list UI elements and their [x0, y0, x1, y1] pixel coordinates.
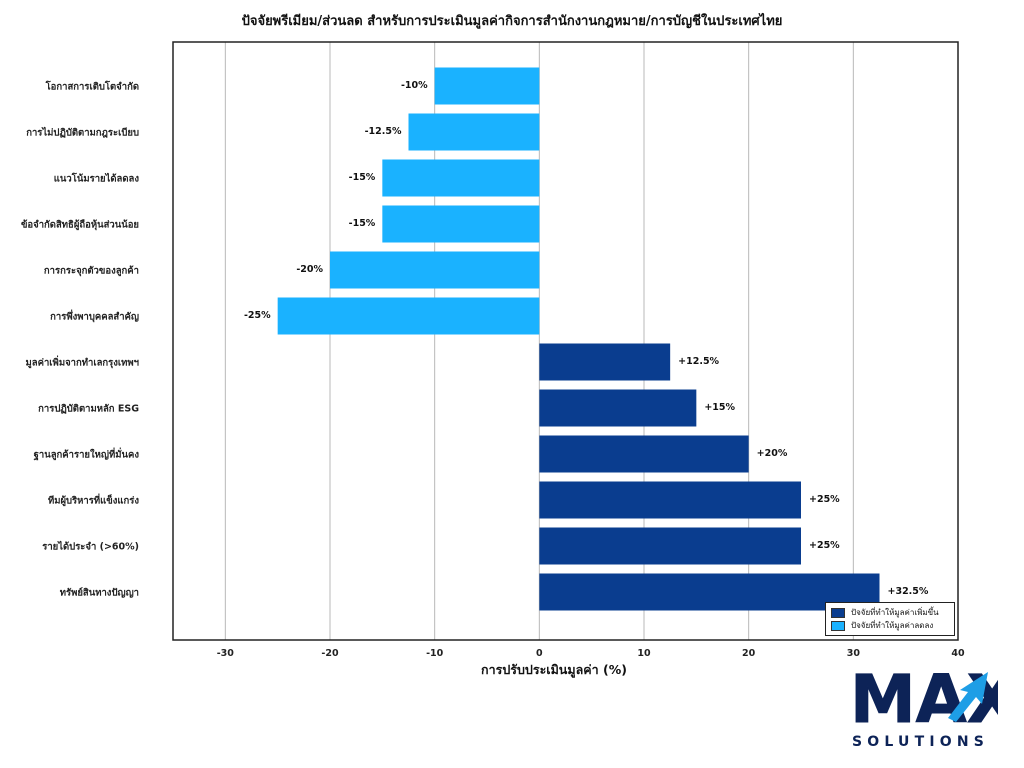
- category-label: ฐานลูกค้ารายใหญ่ที่มั่นคง: [34, 447, 140, 462]
- category-label: ทรัพย์สินทางปัญญา: [60, 587, 139, 599]
- category-label: โอกาสการเติบโตจำกัด: [45, 81, 139, 93]
- data-label: -15%: [349, 218, 376, 229]
- data-label: +25%: [809, 494, 840, 505]
- category-label: การไม่ปฏิบัติตามกฎระเบียบ: [26, 127, 139, 139]
- data-label: +32.5%: [888, 586, 929, 597]
- bar-decrease: [382, 205, 540, 243]
- bar-increase: [539, 435, 749, 473]
- bar-decrease: [330, 251, 540, 289]
- bar-decrease: [382, 159, 540, 197]
- logo-brand-text: MAX: [850, 661, 998, 738]
- logo-arrow-icon: [948, 672, 988, 722]
- category-label: มูลค่าเพิ่มจากทำเลกรุงเทพฯ: [26, 355, 139, 370]
- legend-swatch-decrease: [831, 620, 845, 631]
- x-tick-label: -30: [217, 648, 235, 659]
- legend-label-decrease: ปัจจัยที่ทำให้มูลค่าลดลง: [851, 621, 934, 630]
- bar-increase: [539, 389, 697, 427]
- bar-decrease: [434, 67, 540, 105]
- category-label: รายได้ประจำ (>60%): [42, 541, 139, 553]
- legend-item-decrease: ปัจจัยที่ทำให้มูลค่าลดลง: [831, 619, 949, 632]
- legend-label-increase: ปัจจัยที่ทำให้มูลค่าเพิ่มขึ้น: [851, 608, 939, 617]
- x-tick-label: -10: [426, 648, 444, 659]
- data-label: -15%: [349, 172, 376, 183]
- category-label: ทีมผู้บริหารที่แข็งแกร่ง: [48, 493, 139, 508]
- data-label: -25%: [244, 310, 271, 321]
- data-label: +25%: [809, 540, 840, 551]
- data-label: +12.5%: [678, 356, 719, 367]
- bar-decrease: [277, 297, 540, 335]
- x-tick-label: 40: [951, 648, 965, 659]
- x-tick-label: 20: [742, 648, 756, 659]
- legend: ปัจจัยที่ทำให้มูลค่าเพิ่มขึ้น ปัจจัยที่ท…: [825, 602, 955, 636]
- bar-increase: [539, 527, 801, 565]
- category-label: การปฏิบัติตามหลัก ESG: [38, 403, 139, 415]
- category-label: แนวโน้มรายได้ลดลง: [54, 173, 140, 185]
- x-axis-label: การปรับประเมินมูลค่า (%): [481, 662, 627, 678]
- data-label: +15%: [704, 402, 735, 413]
- plot-frame: [172, 41, 959, 641]
- data-label: -12.5%: [365, 126, 402, 137]
- logo-subtitle-text: SOLUTIONS: [852, 734, 989, 750]
- chart-title: ปัจจัยพรีเมียม/ส่วนลด สำหรับการประเมินมู…: [241, 14, 783, 29]
- bar-decrease: [408, 113, 540, 151]
- x-tick-label: 30: [847, 648, 861, 659]
- plot-area: -30 -20 -10 0 10 20 30 40 โอกาสการเติบโตจำกัด -10…: [21, 41, 965, 659]
- category-label: ข้อจำกัดสิทธิผู้ถือหุ้นส่วนน้อย: [21, 219, 139, 232]
- bar-increase: [539, 481, 801, 519]
- bar-increase: [539, 573, 880, 611]
- legend-item-increase: ปัจจัยที่ทำให้มูลค่าเพิ่มขึ้น: [831, 606, 949, 619]
- x-tick-label: 0: [536, 648, 543, 659]
- bar-increase: [539, 343, 671, 381]
- max-solutions-logo: MAX SOLUTIONS: [850, 661, 999, 751]
- data-label: -10%: [401, 80, 428, 91]
- category-label: การกระจุกตัวของลูกค้า: [44, 265, 139, 278]
- data-label: -20%: [296, 264, 323, 275]
- x-tick-label: -20: [321, 648, 339, 659]
- category-label: การพึ่งพาบุคคลสำคัญ: [50, 309, 139, 323]
- legend-swatch-increase: [831, 607, 845, 618]
- x-tick-label: 10: [637, 648, 651, 659]
- data-label: +20%: [757, 448, 788, 459]
